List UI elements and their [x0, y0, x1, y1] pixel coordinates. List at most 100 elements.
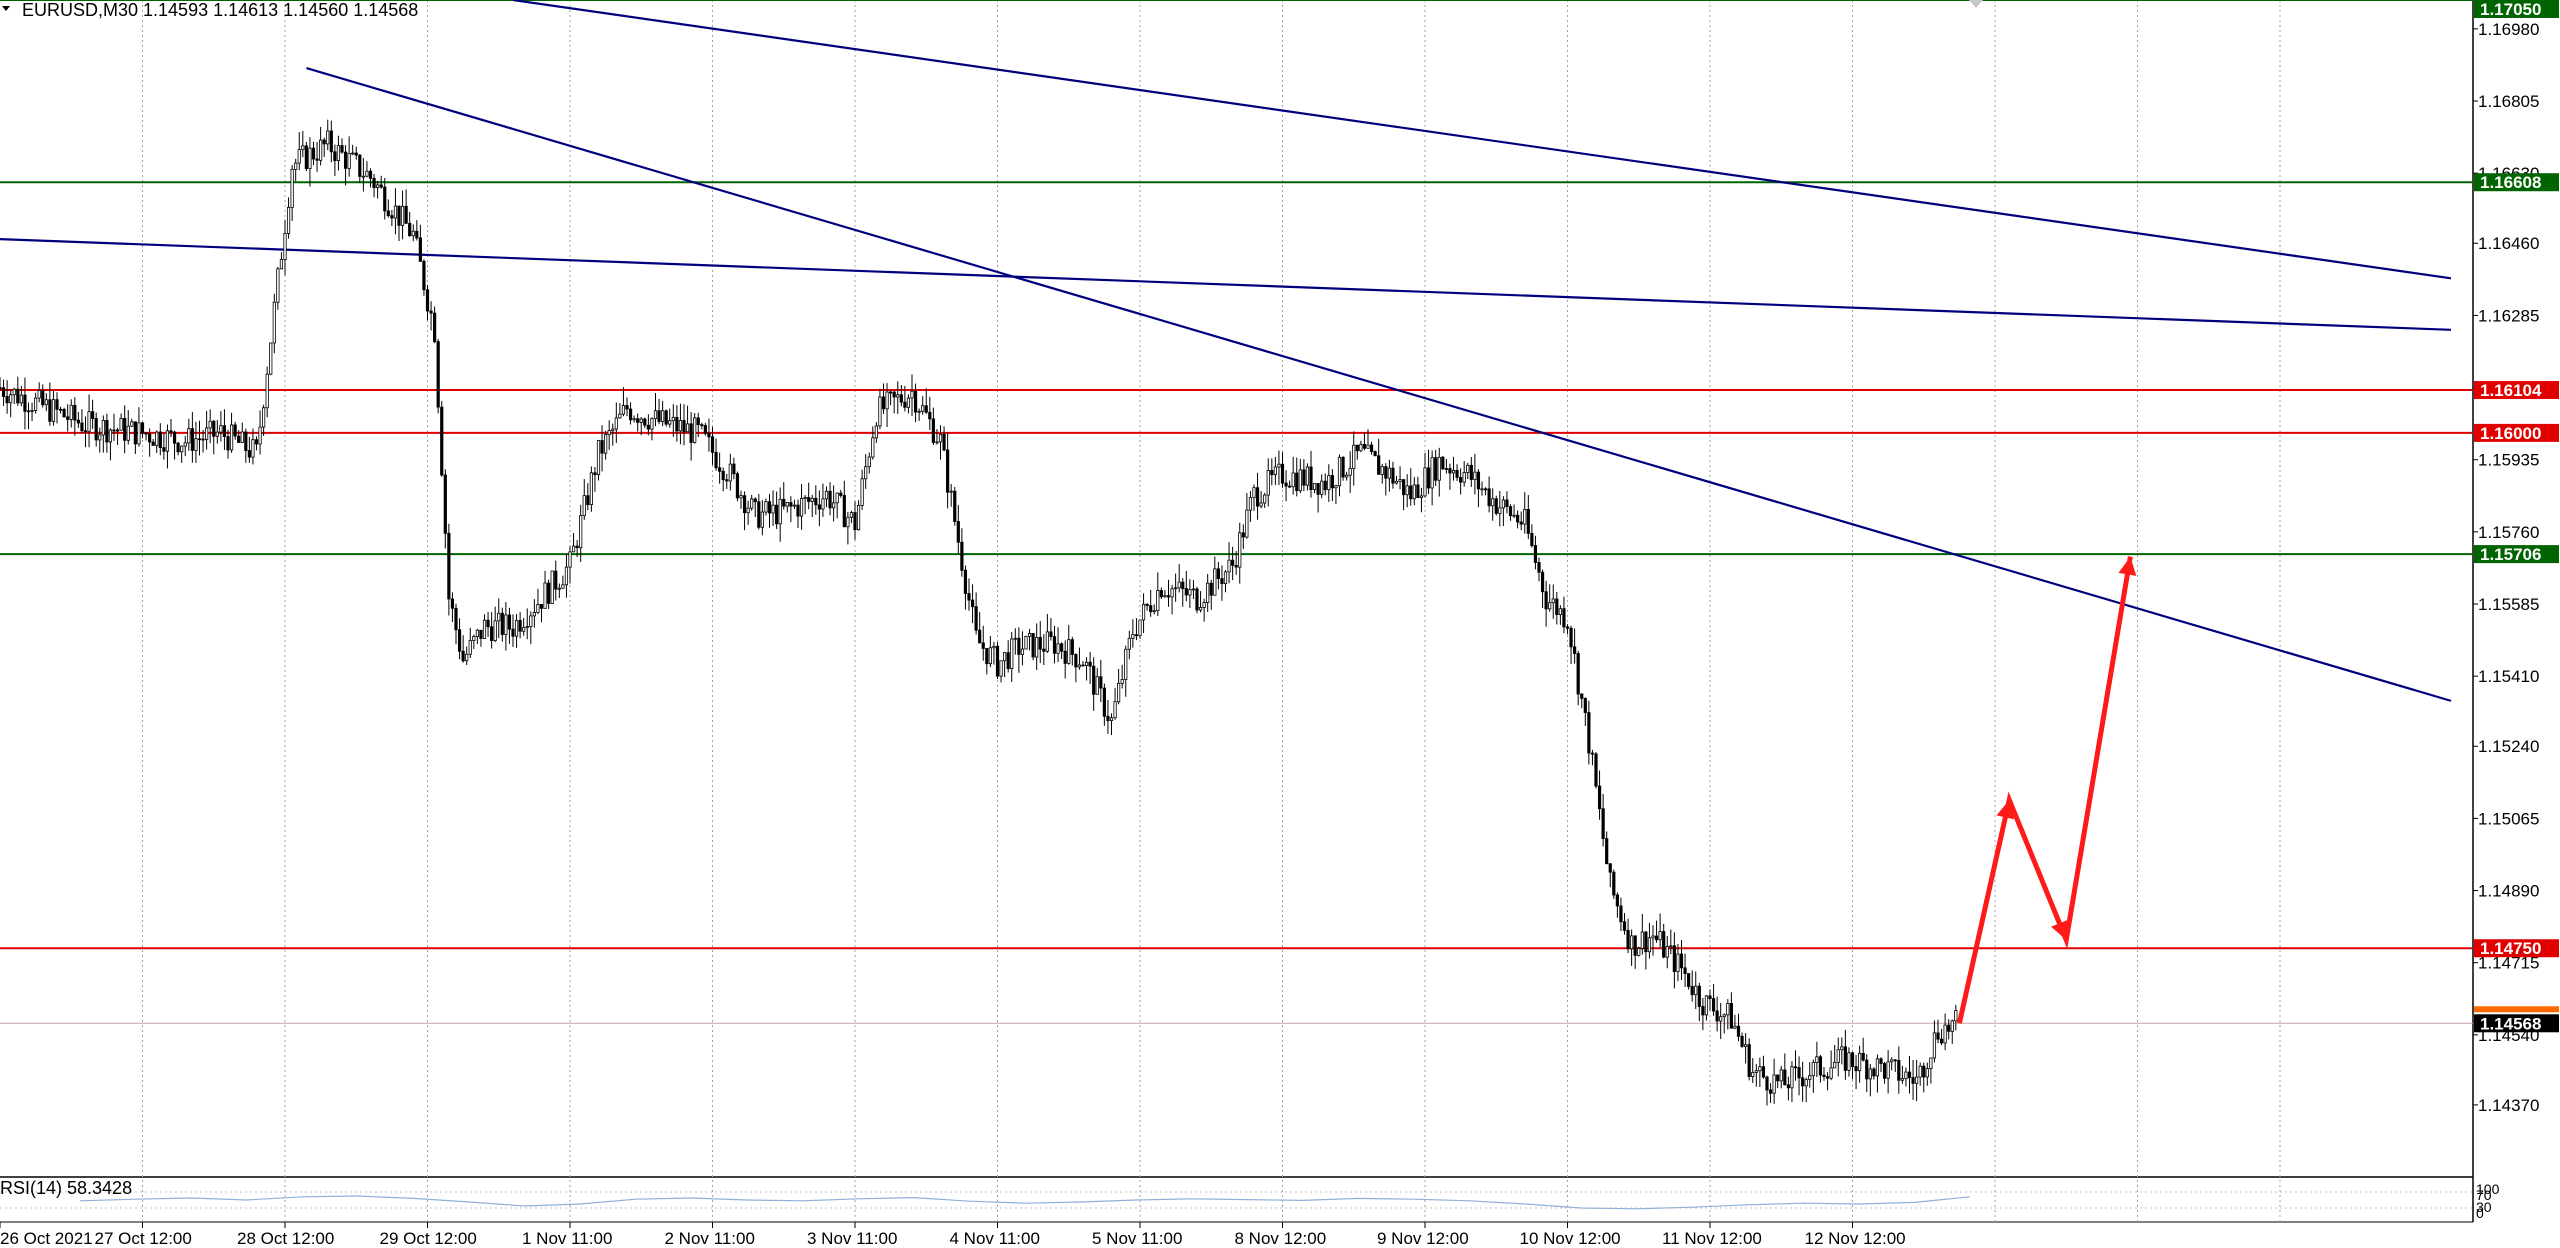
candle-body	[497, 612, 501, 622]
candle-body	[867, 456, 871, 468]
candle-body	[764, 501, 768, 513]
candle-body	[1459, 477, 1463, 483]
y-tick-label: 1.15585	[2478, 595, 2539, 614]
x-tick-label: 11 Nov 12:00	[1662, 1229, 1762, 1248]
candle-body	[169, 430, 173, 433]
y-tick-label: 1.16805	[2478, 92, 2539, 111]
price-badge-label: 1.15706	[2480, 545, 2541, 564]
candle-body	[98, 434, 102, 441]
candle-body	[1865, 1059, 1869, 1080]
candle-body	[1744, 1044, 1748, 1047]
candle-body	[1117, 682, 1121, 703]
candle-body	[1284, 482, 1288, 487]
candle-body	[721, 470, 725, 481]
candle-body	[51, 399, 56, 422]
candle-body	[1380, 466, 1384, 475]
candle-body	[981, 642, 985, 649]
price-badge	[2474, 939, 2559, 958]
candle-body	[1850, 1052, 1855, 1067]
candle-body	[1872, 1068, 1876, 1077]
price-badge-label: 1.14750	[2480, 939, 2541, 958]
candle-body	[1084, 661, 1089, 666]
candle-body	[778, 498, 782, 525]
candle-body	[1469, 464, 1473, 480]
candle-body	[180, 445, 184, 453]
candle-body	[315, 158, 319, 161]
candle-body	[1797, 1067, 1801, 1079]
candle-body	[301, 145, 305, 151]
candle-body	[1355, 444, 1359, 452]
candle-body	[137, 422, 141, 445]
candle-body	[700, 424, 704, 427]
collapse-triangle-icon[interactable]	[2, 6, 10, 11]
candle-body	[814, 497, 818, 506]
candle-body	[34, 397, 38, 411]
candle-body	[625, 405, 629, 410]
candle-body	[892, 391, 896, 398]
candle-body	[618, 413, 622, 419]
candle-body	[1145, 603, 1149, 606]
forecast-arrow	[1956, 556, 2137, 1024]
candle-body	[457, 629, 462, 652]
candle-body	[311, 147, 316, 160]
x-tick-label: 4 Nov 11:00	[950, 1229, 1040, 1248]
candle-body	[1847, 1052, 1851, 1071]
candle-body	[1833, 1061, 1837, 1069]
candle-body	[1626, 929, 1630, 950]
candle-body	[251, 439, 255, 458]
candle-body	[1772, 1074, 1776, 1094]
candle-body	[839, 492, 843, 496]
candle-body	[564, 566, 569, 586]
x-tick-label: 9 Nov 12:00	[1377, 1229, 1469, 1248]
candle-body	[26, 410, 31, 413]
candle-body	[436, 341, 440, 408]
candle-body	[1501, 499, 1505, 509]
candle-body	[1708, 995, 1712, 999]
candle-body	[1523, 509, 1527, 525]
candle-body	[1861, 1052, 1865, 1061]
rsi-scale-label: 0	[2476, 1205, 2484, 1221]
y-tick-label: 1.15410	[2478, 667, 2539, 686]
candle-body	[689, 423, 693, 443]
candle-body	[1362, 443, 1367, 449]
candle-body	[646, 424, 650, 430]
candle-body	[643, 418, 647, 426]
candle-body	[539, 604, 544, 609]
candle-body	[1038, 637, 1042, 650]
candle-body	[162, 447, 166, 452]
candle-body	[1900, 1078, 1904, 1081]
candle-body	[1711, 998, 1716, 1012]
candle-body	[1070, 639, 1074, 655]
candle-body	[115, 429, 120, 432]
candle-body	[1035, 637, 1039, 658]
candle-body	[935, 441, 939, 444]
candle-body	[1619, 905, 1623, 923]
candle-body	[1836, 1049, 1840, 1063]
candle-body	[970, 599, 975, 608]
candle-body	[1687, 973, 1691, 987]
candle-body	[1024, 635, 1028, 650]
candle-body	[219, 425, 223, 433]
candle-body	[657, 410, 661, 422]
candle-body	[48, 399, 52, 422]
candle-body	[1263, 494, 1267, 504]
candle-body	[974, 606, 978, 631]
candle-body	[304, 145, 308, 170]
scroll-marker-icon[interactable]	[1969, 0, 1983, 8]
candle-body	[94, 418, 98, 441]
candle-body	[789, 502, 793, 507]
candle-body	[995, 645, 1000, 677]
candle-body	[1369, 444, 1374, 452]
candle-body	[522, 627, 526, 632]
candle-body	[1494, 498, 1498, 514]
candle-body	[1858, 1052, 1862, 1072]
candle-body	[201, 438, 205, 441]
price-badge	[2474, 0, 2559, 18]
candle-body	[1088, 661, 1092, 667]
candle-body	[1067, 639, 1071, 664]
candle-body	[1387, 467, 1391, 479]
candle-body	[611, 428, 615, 432]
candle-body	[1234, 565, 1238, 568]
y-tick-label: 1.16285	[2478, 306, 2539, 325]
